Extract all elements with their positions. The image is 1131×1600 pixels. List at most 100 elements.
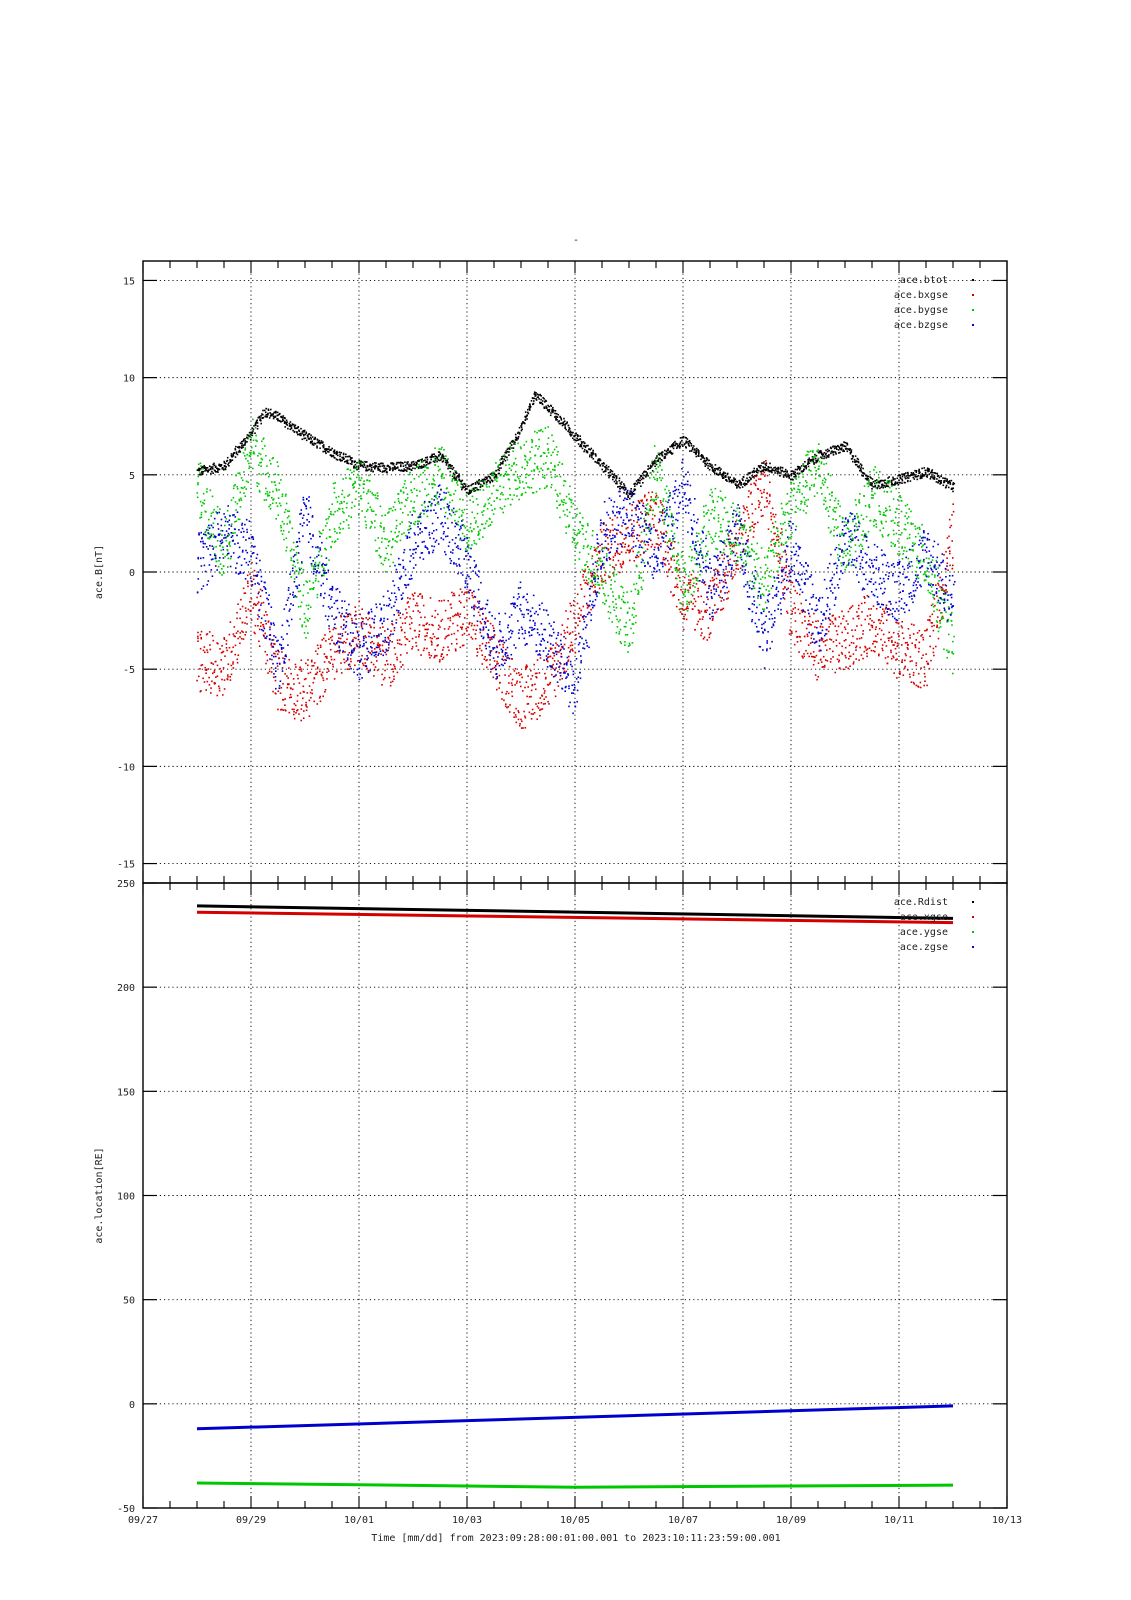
data-point — [227, 566, 229, 568]
data-point — [379, 465, 381, 468]
data-point — [907, 472, 909, 475]
data-point — [382, 470, 384, 473]
data-point — [597, 458, 600, 460]
data-point — [245, 610, 247, 612]
data-point — [258, 489, 261, 492]
data-point — [896, 622, 898, 624]
data-point — [842, 443, 844, 446]
data-point — [458, 478, 460, 480]
data-point — [341, 633, 344, 635]
data-point — [219, 648, 221, 650]
data-point — [329, 648, 332, 651]
data-point — [651, 543, 654, 546]
data-point — [365, 636, 367, 639]
data-point — [595, 565, 598, 568]
data-point — [294, 424, 297, 427]
data-point — [732, 479, 734, 482]
data-point — [384, 669, 386, 672]
data-point — [540, 401, 543, 404]
data-point — [455, 479, 458, 481]
data-point — [348, 527, 350, 529]
data-point — [218, 464, 220, 467]
data-point — [618, 479, 621, 482]
data-point — [914, 644, 917, 646]
data-point — [246, 580, 249, 583]
data-point — [882, 608, 884, 610]
data-point — [396, 656, 398, 659]
data-point — [809, 460, 812, 462]
data-point — [931, 625, 933, 628]
data-point — [747, 479, 750, 481]
data-point — [306, 692, 309, 694]
data-point — [256, 440, 258, 442]
data-point — [457, 612, 459, 614]
data-point — [922, 636, 924, 639]
data-point — [757, 521, 759, 524]
data-point — [399, 461, 402, 464]
data-point — [915, 470, 918, 472]
data-point — [265, 499, 268, 501]
data-point — [901, 659, 904, 661]
data-point — [763, 461, 765, 463]
data-point — [411, 491, 413, 494]
data-point — [339, 458, 341, 461]
data-point — [301, 625, 303, 628]
data-point — [410, 489, 412, 491]
data-point — [857, 461, 860, 463]
data-point — [891, 479, 893, 482]
data-point — [577, 439, 579, 441]
data-point — [219, 667, 221, 670]
data-point — [813, 463, 815, 465]
data-point — [447, 646, 449, 648]
data-point — [288, 683, 290, 685]
data-point — [253, 569, 256, 572]
data-point — [455, 638, 458, 641]
data-point — [427, 628, 429, 631]
data-point — [482, 607, 484, 609]
data-point — [395, 527, 397, 530]
data-point — [242, 631, 244, 633]
data-point — [655, 530, 657, 532]
data-point — [267, 409, 270, 411]
data-point — [276, 505, 279, 507]
data-point — [564, 427, 566, 429]
data-point — [244, 440, 247, 442]
data-point — [307, 620, 309, 622]
data-point — [607, 472, 610, 474]
data-point — [213, 671, 216, 673]
data-point — [455, 471, 457, 474]
data-point — [843, 640, 846, 642]
data-point — [461, 634, 464, 636]
data-point — [468, 633, 470, 636]
data-point — [784, 586, 786, 588]
data-point — [212, 472, 214, 474]
data-point — [644, 494, 646, 497]
data-point — [498, 674, 501, 677]
data-point — [410, 500, 412, 503]
data-point — [867, 478, 869, 480]
data-point — [272, 457, 274, 459]
data-point — [537, 707, 540, 709]
data-point — [826, 450, 829, 453]
data-point — [923, 672, 926, 675]
data-point — [364, 520, 367, 523]
data-point — [391, 462, 394, 465]
data-point — [367, 489, 370, 491]
data-point — [541, 402, 544, 405]
data-point — [794, 474, 797, 477]
data-point — [387, 465, 390, 467]
data-point — [247, 460, 249, 462]
data-point — [756, 467, 758, 470]
data-point — [785, 553, 788, 556]
data-point — [287, 427, 289, 430]
data-point — [680, 589, 682, 591]
data-point — [288, 531, 290, 533]
data-point — [679, 442, 681, 445]
data-point — [250, 452, 252, 454]
data-point — [633, 560, 636, 562]
data-point — [803, 635, 806, 638]
data-point — [771, 471, 773, 474]
data-point — [791, 470, 793, 472]
data-point — [852, 460, 854, 463]
data-point — [412, 595, 415, 597]
